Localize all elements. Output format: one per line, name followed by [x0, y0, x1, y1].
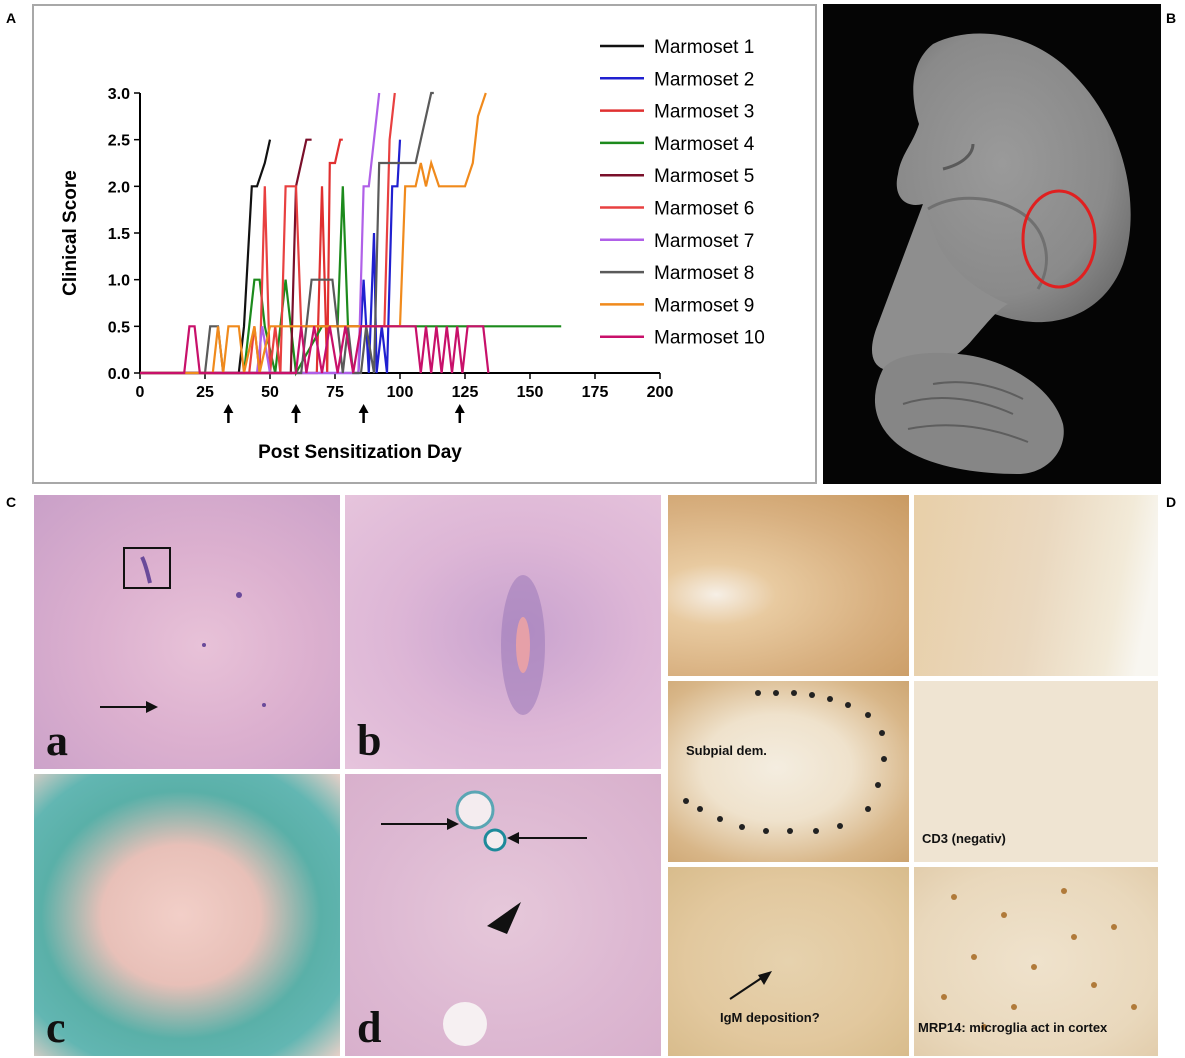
booster-arrowhead-0 — [223, 404, 234, 413]
tile-label-c: c — [46, 1003, 66, 1052]
booster-arrowhead-3 — [454, 404, 465, 413]
y-tick-label-2: 1.0 — [108, 273, 130, 290]
x-tick-label-0: 0 — [136, 384, 145, 401]
ihc-tile-cd3: CD3 (negativ) — [914, 681, 1158, 862]
histology-tile-c: c — [34, 774, 340, 1056]
y-tick-label-4: 2.0 — [108, 179, 130, 196]
y-tick-label-5: 2.5 — [108, 133, 130, 150]
label-subpial: Subpial dem. — [686, 743, 767, 758]
x-tick-label-6: 150 — [517, 384, 544, 401]
label-igm: IgM deposition? — [720, 1010, 820, 1025]
histology-tile-a: a — [34, 495, 340, 769]
x-tick-label-2: 50 — [261, 384, 279, 401]
ihc-tile-subpial: Subpial dem. — [668, 681, 909, 862]
clinical-score-chart-panel: 0 25 50 75 100 125 150 175 200 0.0 0.5 1.0 1.5 2.0 2.5… — [32, 4, 817, 484]
legend-label-5: Marmoset 5 — [654, 166, 754, 187]
histology-tile-d: d — [345, 774, 661, 1056]
y-tick-label-0: 0.0 — [108, 366, 130, 383]
series-line-7 — [140, 92, 381, 375]
x-tick-label-1: 25 — [196, 384, 214, 401]
ihc-tile-2 — [914, 495, 1158, 676]
lesion-marker-circle — [1021, 189, 1097, 289]
mri-brain-image — [823, 4, 1161, 484]
legend-label-4: Marmoset 4 — [654, 134, 755, 155]
tile-label-a: a — [46, 716, 68, 765]
series-line-10 — [140, 325, 490, 375]
x-tick-label-7: 175 — [582, 384, 609, 401]
legend-label-7: Marmoset 7 — [654, 231, 754, 252]
booster-arrowhead-2 — [358, 404, 369, 413]
histology-tile-b: b — [345, 495, 661, 769]
panel-letter-b: B — [1166, 10, 1177, 26]
legend-label-8: Marmoset 8 — [654, 263, 754, 284]
label-mrp14: MRP14: microglia act in cortex — [918, 1020, 1108, 1035]
x-axis-label: Post Sensitization Day — [258, 442, 462, 463]
legend-label-1: Marmoset 1 — [654, 37, 754, 58]
legend-label-3: Marmoset 3 — [654, 102, 754, 123]
x-tick-label-8: 200 — [647, 384, 674, 401]
series-line-1 — [140, 139, 272, 375]
ihc-tile-1 — [668, 495, 909, 676]
x-tick-label-5: 125 — [452, 384, 479, 401]
legend-label-2: Marmoset 2 — [654, 69, 754, 90]
booster-arrowhead-1 — [291, 404, 301, 413]
y-tick-label-1: 0.5 — [108, 319, 130, 336]
series-line-6 — [140, 92, 396, 375]
label-cd3: CD3 (negativ) — [922, 831, 1006, 846]
series-line-9 — [140, 92, 487, 375]
series-line-5 — [140, 138, 312, 375]
y-axis-label: Clinical Score — [60, 170, 81, 296]
tile-label-b: b — [357, 716, 382, 765]
tile-label-d: d — [357, 1003, 382, 1052]
y-tick-label-3: 1.5 — [108, 226, 130, 243]
legend-label-10: Marmoset 10 — [654, 328, 765, 349]
panel-letter-d: D — [1166, 494, 1177, 510]
series-line-2 — [140, 139, 402, 375]
panel-letter-a: A — [6, 10, 17, 26]
legend-label-9: Marmoset 9 — [654, 295, 754, 316]
y-tick-label-6: 3.0 — [108, 86, 130, 103]
legend-label-6: Marmoset 6 — [654, 199, 754, 220]
ihc-tile-mrp14: MRP14: microglia act in cortex — [914, 867, 1158, 1056]
panel-letter-c: C — [6, 494, 17, 510]
clinical-score-chart: 0 25 50 75 100 125 150 175 200 0.0 0.5 1.0 1.5 2.0 2.5… — [60, 37, 765, 463]
ihc-tile-igm: IgM deposition? — [668, 867, 909, 1056]
x-tick-label-4: 100 — [387, 384, 414, 401]
x-tick-label-3: 75 — [326, 384, 344, 401]
